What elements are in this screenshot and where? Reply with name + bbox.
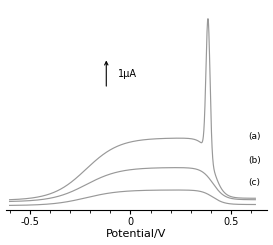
Text: (c): (c) xyxy=(248,178,260,187)
Text: (a): (a) xyxy=(248,132,261,141)
Text: (b): (b) xyxy=(248,156,261,165)
X-axis label: Potential/V: Potential/V xyxy=(106,230,167,239)
Text: 1μA: 1μA xyxy=(118,69,137,79)
